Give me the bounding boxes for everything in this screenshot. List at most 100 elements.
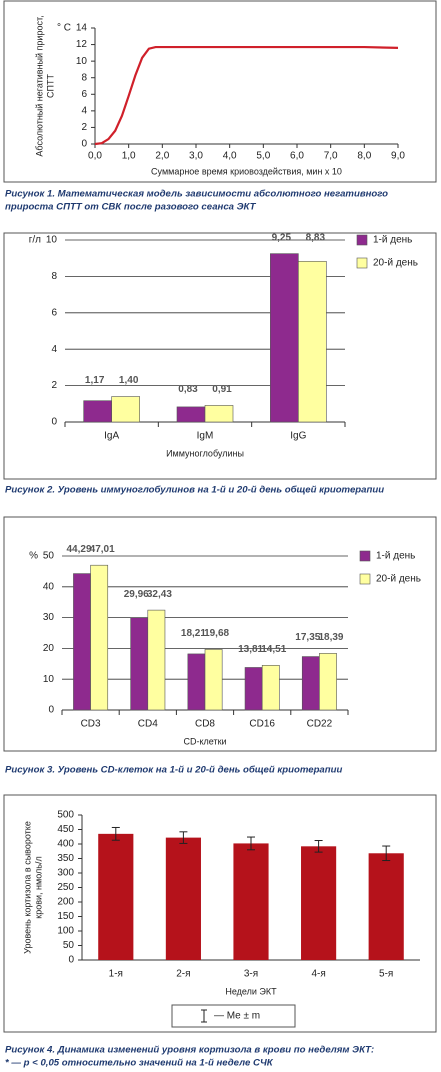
- bar: [83, 400, 112, 423]
- value-label: 8,83: [306, 232, 326, 243]
- value-label: 1,40: [119, 375, 139, 386]
- y-tick-label: 250: [57, 882, 74, 893]
- y-axis-title: крови, нмоль/л: [33, 856, 43, 918]
- y-tick-label: 10: [46, 235, 58, 246]
- error-bar: [382, 845, 391, 862]
- bar: [301, 846, 337, 960]
- y-tick-label: 450: [57, 824, 74, 835]
- caption: Рисунок 1. Математическая модель зависим…: [5, 189, 388, 200]
- legend-label: 1-й день: [373, 235, 412, 246]
- legend-frame: [171, 1004, 296, 1028]
- bar: [244, 667, 263, 711]
- value-label: 0,83: [178, 384, 198, 395]
- legend-label: — Me ± m: [214, 1011, 260, 1022]
- x-tick-label: CD22: [307, 719, 333, 730]
- bar: [130, 617, 149, 711]
- chart-frame: [3, 0, 437, 183]
- bar: [298, 260, 327, 423]
- value-label: 18,39: [318, 632, 343, 643]
- chart-frame: [3, 516, 437, 752]
- y-tick-label: 500: [57, 810, 74, 821]
- bar: [147, 609, 166, 711]
- y-tick-label: 30: [43, 612, 55, 623]
- x-axis-title: CD-клетки: [183, 736, 226, 746]
- x-tick-label: 1,0: [122, 151, 136, 162]
- x-tick-label: 6,0: [290, 151, 304, 162]
- y-tick-label: 40: [43, 581, 55, 592]
- value-label: 32,43: [147, 589, 172, 600]
- y-tick-label: 0: [48, 705, 54, 716]
- y-tick-label: 14: [76, 23, 88, 34]
- x-tick-label: 5,0: [256, 151, 270, 162]
- legend-label: 1-й день: [376, 551, 415, 562]
- value-label: 47,01: [90, 544, 115, 555]
- line: [94, 45, 399, 146]
- bar: [204, 649, 223, 711]
- bar: [176, 406, 206, 423]
- caption: прироста СПТТ от СВК после разового сеан…: [5, 202, 257, 213]
- value-label: 0,91: [212, 384, 232, 395]
- y-tick-label: 8: [81, 72, 87, 83]
- y-axis-title: Уровень кортизола в сыворотке: [22, 821, 32, 954]
- x-tick-label: 2-я: [176, 969, 190, 980]
- x-tick-label: IgM: [197, 431, 214, 442]
- value-label: 18,21: [181, 628, 206, 639]
- x-tick-label: 5-я: [379, 969, 393, 980]
- caption: Рисунок 3. Уровень CD-клеток на 1-й и 20…: [5, 765, 342, 776]
- y-tick-label: 150: [57, 911, 74, 922]
- legend-swatch: [359, 550, 371, 562]
- caption: Рисунок 2. Уровень иммуноглобулинов на 1…: [5, 485, 384, 496]
- x-tick-label: 4,0: [223, 151, 237, 162]
- bar: [73, 573, 91, 711]
- y-tick-label: 8: [51, 271, 57, 282]
- x-tick-label: CD16: [249, 719, 275, 730]
- value-label: 1,17: [85, 375, 105, 386]
- chart-frame: [3, 232, 437, 480]
- value-label: 17,35: [295, 632, 320, 643]
- y-unit: ° С: [57, 23, 71, 34]
- bar: [165, 837, 201, 960]
- caption: Рисунок 4. Динамика изменений уровня кор…: [5, 1045, 374, 1056]
- legend-swatch: [356, 257, 368, 269]
- y-tick-label: 0: [81, 139, 87, 150]
- bar: [233, 843, 269, 960]
- x-tick-label: 8,0: [357, 151, 371, 162]
- y-tick-label: 100: [57, 926, 74, 937]
- y-tick-label: 50: [43, 551, 55, 562]
- x-tick-label: CD4: [138, 719, 158, 730]
- y-tick-label: 4: [81, 105, 87, 116]
- bar: [204, 405, 234, 423]
- y-tick-label: 0: [51, 417, 57, 428]
- error-bar: [247, 836, 255, 851]
- error-bar: [314, 840, 323, 853]
- value-label: 9,25: [272, 232, 292, 243]
- bar: [368, 853, 404, 960]
- y-tick-label: 0: [68, 955, 74, 966]
- bar: [98, 833, 134, 960]
- value-label: 44,29: [67, 544, 92, 555]
- x-tick-label: CD8: [195, 719, 215, 730]
- y-tick-label: 200: [57, 897, 74, 908]
- y-axis-title: СПТТ: [45, 74, 55, 98]
- legend-label: 20-й день: [373, 258, 418, 269]
- y-tick-label: 10: [43, 674, 55, 685]
- value-label: 14,51: [261, 644, 286, 655]
- value-label: 19,68: [204, 628, 229, 639]
- y-tick-label: 4: [51, 344, 57, 355]
- x-tick-label: 1-я: [109, 969, 123, 980]
- x-axis-title: Иммуноглобулины: [166, 448, 244, 458]
- x-axis-title: Суммарное время криовоздействия, мин х 1…: [151, 166, 342, 176]
- y-tick-label: 6: [51, 307, 57, 318]
- x-tick-label: IgG: [290, 431, 306, 442]
- legend-label: 20-й день: [376, 574, 421, 585]
- y-tick-label: 12: [76, 39, 88, 50]
- y-tick-label: 50: [63, 940, 75, 951]
- value-label: 29,96: [124, 589, 149, 600]
- bar: [301, 656, 320, 711]
- bar: [319, 653, 337, 711]
- x-tick-label: 3-я: [244, 969, 258, 980]
- x-tick-label: 9,0: [391, 151, 405, 162]
- value-label: 13,81: [238, 644, 263, 655]
- x-tick-label: 0,0: [88, 151, 102, 162]
- bar: [111, 396, 140, 423]
